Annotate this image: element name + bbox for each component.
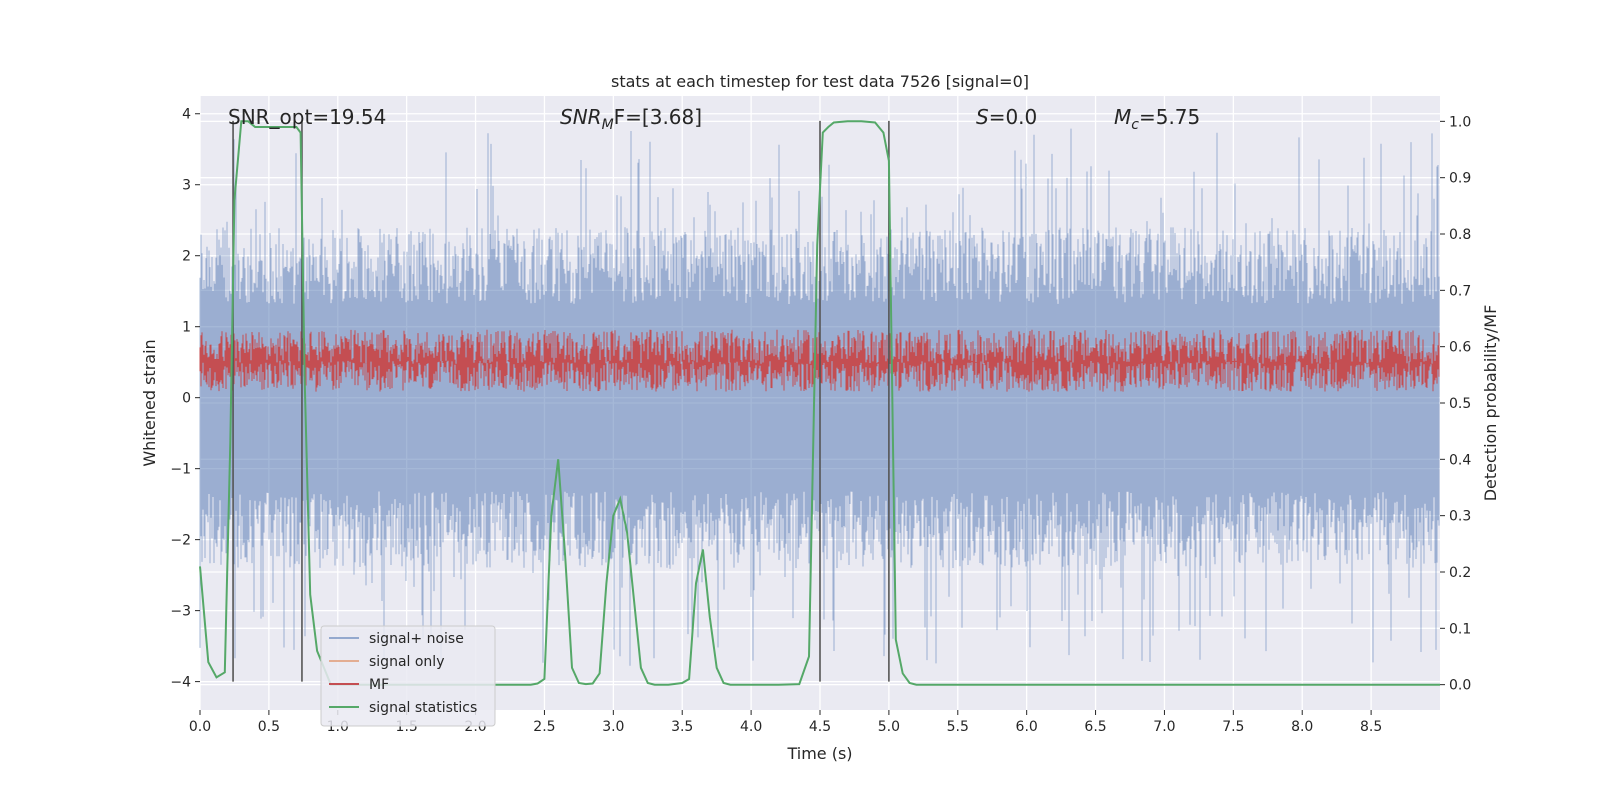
x-tick-label: 3.0: [602, 719, 624, 735]
y-left-tick-label: −2: [170, 533, 191, 549]
mf-trace: [199, 329, 1440, 392]
legend-label-signal-statistics: signal statistics: [369, 700, 477, 716]
x-tick-label: 7.0: [1153, 719, 1175, 735]
x-tick-label: 8.5: [1360, 719, 1382, 735]
x-tick-label: 2.5: [533, 719, 555, 735]
y-left-tick-label: −4: [170, 675, 191, 691]
y-left-tick-label: 0: [182, 391, 191, 407]
y-right-tick-label: 0.3: [1449, 509, 1471, 525]
s-value: =0.0: [989, 105, 1038, 129]
legend: signal+ noise signal only MF signal stat…: [320, 625, 496, 727]
x-tick-label: 7.5: [1222, 719, 1244, 735]
legend-label-signal-only: signal only: [369, 654, 444, 670]
y-right-tick-label: 1.0: [1449, 114, 1471, 130]
mf-series: [199, 329, 1440, 392]
legend-label-signal-noise: signal+ noise: [369, 631, 464, 647]
snr-opt-annotation: SNR_opt=19.54: [228, 105, 386, 129]
y-right-tick-label: 0.8: [1449, 227, 1471, 243]
x-tick-label: 5.0: [878, 719, 900, 735]
signal-statistics-line: [199, 120, 1440, 686]
x-tick-label: 6.0: [1016, 719, 1038, 735]
x-tick-label: 5.5: [947, 719, 969, 735]
y-axis-right-ticks: 0.0 0.1 0.2 0.3 0.4 0.5 0.6 0.7 0.8 0.9 1.0: [1440, 114, 1471, 694]
s-annotation: S=0.0: [976, 105, 1037, 129]
x-tick-label: 4.5: [809, 719, 831, 735]
y-right-tick-label: 0.9: [1449, 171, 1471, 187]
x-tick-label: 0.0: [189, 719, 211, 735]
x-axis-label: Time (s): [786, 744, 852, 763]
mc-sub: c: [1131, 117, 1139, 133]
snr-mf-prefix: SNR: [560, 105, 602, 129]
y-axis-right-label: Detection probability/MF: [1481, 305, 1500, 502]
x-tick-label: 6.5: [1084, 719, 1106, 735]
chart-title: stats at each timestep for test data 752…: [611, 72, 1029, 91]
mc-value: =5.75: [1139, 105, 1200, 129]
y-right-tick-label: 0.7: [1449, 283, 1471, 299]
y-left-tick-label: 1: [182, 320, 191, 336]
y-left-tick-label: 3: [182, 178, 191, 194]
x-tick-label: 4.0: [740, 719, 762, 735]
s-prefix: S: [976, 105, 989, 129]
y-left-tick-label: −3: [170, 604, 191, 620]
mc-prefix: M: [1114, 105, 1131, 129]
y-right-tick-label: 0.4: [1449, 452, 1471, 468]
mc-annotation: Mc=5.75: [1114, 105, 1200, 133]
y-right-tick-label: 0.1: [1449, 621, 1471, 637]
y-left-tick-label: −1: [170, 462, 191, 478]
snr-mf-sub: M: [602, 117, 614, 133]
y-axis-left-ticks: −4 −3 −2 −1 0 1 2 3 4: [170, 107, 200, 691]
y-left-tick-label: 4: [182, 107, 191, 123]
snr-mf-annotation: SNRMF=[3.68]: [560, 105, 702, 133]
y-right-tick-label: 0.2: [1449, 565, 1471, 581]
x-tick-label: 0.5: [258, 719, 280, 735]
y-axis-left-label: Whitened strain: [140, 339, 159, 466]
y-right-tick-label: 0.5: [1449, 396, 1471, 412]
legend-label-mf: MF: [369, 677, 389, 693]
snr-mf-suffix: F=[3.68]: [614, 105, 702, 129]
x-tick-label: 8.0: [1291, 719, 1313, 735]
y-left-tick-label: 2: [182, 249, 191, 265]
x-tick-label: 3.5: [671, 719, 693, 735]
y-right-tick-label: 0.6: [1449, 340, 1471, 356]
x-axis-ticks: 0.0 0.5 1.0 1.5 2.0 2.5 3.0 3.5 4.0 4.5 5.0 5.5 6.0 6…: [189, 710, 1382, 735]
y-right-tick-label: 0.0: [1449, 678, 1471, 694]
